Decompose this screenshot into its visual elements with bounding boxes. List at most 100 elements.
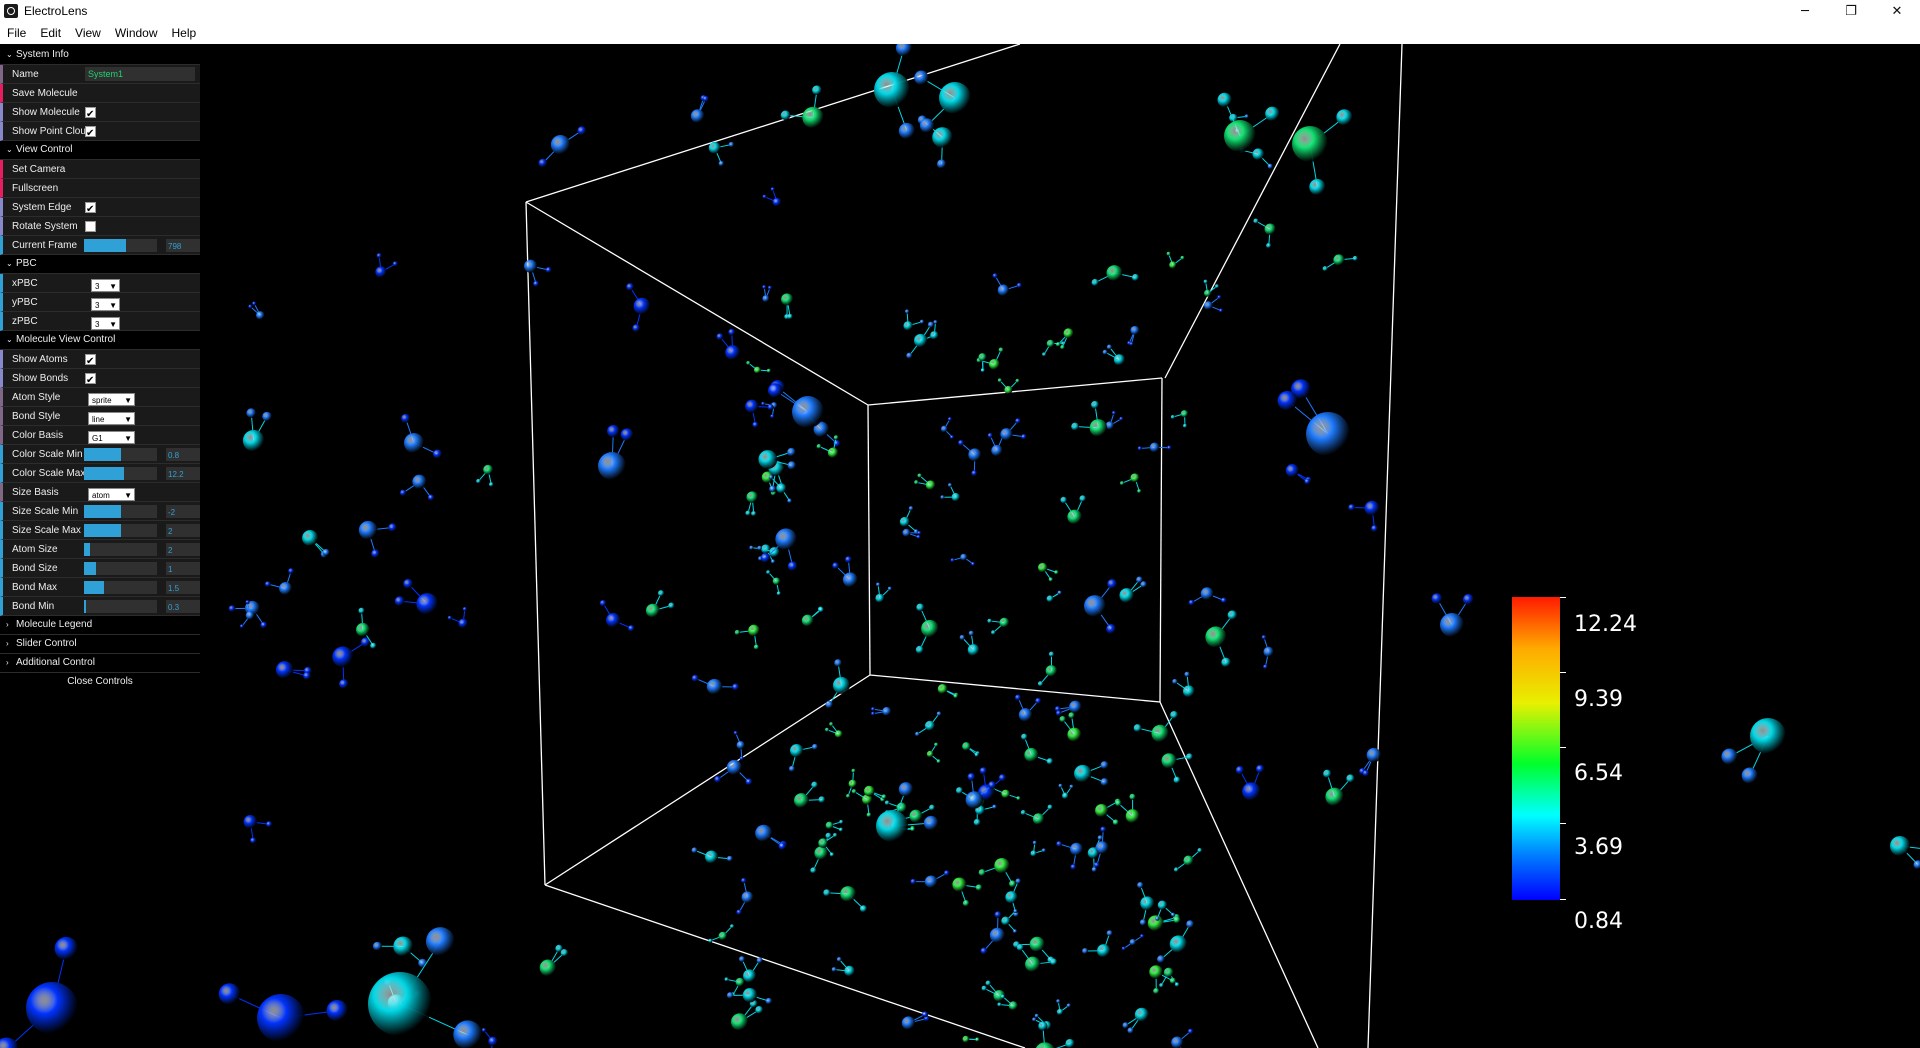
color-scale-min-slider[interactable] bbox=[84, 448, 157, 461]
molecule[interactable] bbox=[302, 530, 330, 558]
molecule[interactable] bbox=[1001, 909, 1018, 934]
molecule[interactable] bbox=[1037, 562, 1059, 582]
molecule[interactable] bbox=[1115, 793, 1140, 824]
molecule[interactable] bbox=[1082, 930, 1113, 958]
molecule[interactable] bbox=[1203, 279, 1219, 297]
molecule[interactable] bbox=[1071, 400, 1108, 437]
molecule[interactable] bbox=[1060, 495, 1087, 525]
molecule[interactable] bbox=[1205, 610, 1238, 668]
molecule[interactable] bbox=[871, 706, 892, 716]
molecule[interactable] bbox=[1261, 635, 1274, 670]
molecule[interactable] bbox=[899, 506, 919, 534]
molecule[interactable] bbox=[851, 789, 873, 818]
set-camera-button[interactable]: Set Camera bbox=[0, 160, 200, 179]
section-view-control[interactable]: ⌄ View Control bbox=[0, 141, 200, 160]
molecule[interactable] bbox=[1056, 999, 1071, 1016]
molecule[interactable] bbox=[690, 95, 709, 123]
molecule[interactable] bbox=[825, 819, 844, 832]
molecule[interactable] bbox=[1059, 712, 1082, 742]
rotate-system-checkbox[interactable] bbox=[85, 221, 96, 232]
molecule[interactable] bbox=[762, 285, 772, 303]
molecule[interactable] bbox=[1323, 769, 1355, 806]
show-bonds-checkbox[interactable] bbox=[85, 371, 96, 390]
current-frame-value[interactable]: 798 bbox=[166, 239, 200, 252]
molecule[interactable] bbox=[714, 759, 753, 786]
molecule[interactable] bbox=[1172, 671, 1195, 698]
molecule[interactable] bbox=[733, 730, 745, 761]
molecule[interactable] bbox=[401, 413, 443, 459]
size-basis-select[interactable]: atom ▼ bbox=[88, 488, 135, 501]
molecule[interactable] bbox=[755, 824, 788, 851]
molecule[interactable] bbox=[1133, 710, 1179, 743]
menu-help[interactable]: Help bbox=[171, 26, 197, 40]
molecule[interactable] bbox=[991, 786, 1021, 801]
molecule[interactable] bbox=[914, 70, 971, 133]
atom-size-value[interactable]: 2 bbox=[166, 543, 200, 556]
menu-window[interactable]: Window bbox=[114, 26, 158, 40]
section-molecule-legend[interactable]: › Molecule Legend bbox=[0, 616, 200, 635]
molecule[interactable] bbox=[915, 603, 939, 654]
molecule[interactable] bbox=[1037, 651, 1058, 687]
molecule[interactable] bbox=[761, 401, 778, 419]
restore-button[interactable]: ❐ bbox=[1845, 3, 1857, 19]
molecule[interactable] bbox=[997, 378, 1020, 395]
molecule[interactable] bbox=[1171, 1028, 1194, 1048]
section-system-info[interactable]: ⌄ System Info bbox=[0, 46, 200, 65]
molecule[interactable] bbox=[726, 988, 773, 1005]
molecule[interactable] bbox=[481, 1028, 498, 1048]
bond-size-value[interactable]: 1 bbox=[166, 562, 200, 575]
molecule[interactable] bbox=[1161, 753, 1193, 784]
size-scale-min-value[interactable]: -2 bbox=[166, 505, 200, 518]
molecule[interactable] bbox=[1348, 500, 1380, 532]
show-point-cloud-checkbox[interactable] bbox=[85, 124, 96, 143]
molecule[interactable] bbox=[962, 1035, 980, 1043]
menu-file[interactable]: File bbox=[7, 26, 27, 40]
size-scale-max-value[interactable]: 2 bbox=[166, 524, 200, 537]
molecule[interactable] bbox=[1091, 265, 1140, 287]
molecule[interactable] bbox=[599, 599, 635, 632]
molecule[interactable] bbox=[598, 424, 634, 480]
molecule[interactable] bbox=[818, 832, 838, 857]
molecule[interactable] bbox=[875, 582, 892, 603]
molecule[interactable] bbox=[965, 772, 997, 809]
molecule[interactable] bbox=[1127, 325, 1140, 346]
color-scale-max-slider[interactable] bbox=[84, 467, 157, 480]
molecule[interactable] bbox=[1035, 1021, 1075, 1048]
molecule[interactable] bbox=[846, 768, 857, 799]
molecule[interactable] bbox=[524, 259, 552, 287]
molecule[interactable] bbox=[691, 674, 740, 695]
molecule[interactable] bbox=[816, 435, 839, 459]
minimize-button[interactable]: ─ bbox=[1801, 3, 1809, 19]
molecule[interactable] bbox=[992, 273, 1023, 297]
molecule[interactable] bbox=[1235, 764, 1265, 801]
molecule[interactable] bbox=[1721, 718, 1786, 784]
molecule[interactable] bbox=[0, 936, 79, 1048]
molecule[interactable] bbox=[1322, 254, 1358, 272]
size-scale-min-slider[interactable] bbox=[84, 505, 157, 518]
size-scale-max-slider[interactable] bbox=[84, 524, 157, 537]
molecule[interactable] bbox=[1890, 836, 1920, 870]
molecule[interactable] bbox=[1292, 109, 1353, 196]
molecule[interactable] bbox=[903, 309, 925, 331]
molecule[interactable] bbox=[731, 999, 764, 1031]
molecule[interactable] bbox=[243, 814, 273, 844]
molecule[interactable] bbox=[915, 711, 942, 737]
ypbc-select[interactable]: 3 ▼ bbox=[91, 298, 120, 311]
section-additional-control[interactable]: › Additional Control bbox=[0, 654, 200, 673]
molecule[interactable] bbox=[1170, 410, 1189, 428]
molecule[interactable] bbox=[768, 380, 824, 428]
bond-size-slider[interactable] bbox=[84, 562, 157, 575]
molecule[interactable] bbox=[375, 253, 398, 278]
molecule[interactable] bbox=[332, 637, 371, 689]
molecule[interactable] bbox=[876, 782, 939, 842]
molecule[interactable] bbox=[781, 293, 794, 320]
molecule[interactable] bbox=[1147, 913, 1181, 932]
molecule[interactable] bbox=[1188, 587, 1227, 606]
molecule[interactable] bbox=[863, 785, 887, 802]
molecule[interactable] bbox=[901, 1011, 930, 1030]
molecule[interactable] bbox=[1120, 473, 1142, 494]
molecule[interactable] bbox=[1093, 826, 1109, 868]
molecule[interactable] bbox=[1203, 295, 1224, 313]
menu-edit[interactable]: Edit bbox=[40, 26, 62, 40]
molecule[interactable] bbox=[1122, 1007, 1149, 1034]
